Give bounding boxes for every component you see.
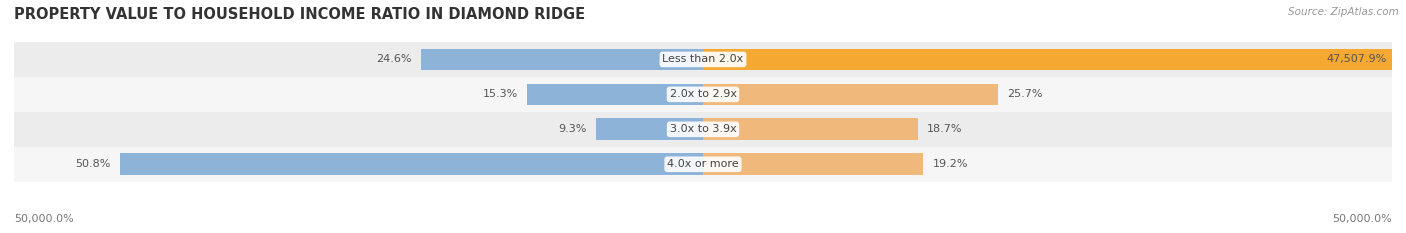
Bar bbox=[14, 112, 1392, 147]
Bar bbox=[703, 49, 1392, 70]
Bar bbox=[120, 154, 703, 175]
Text: PROPERTY VALUE TO HOUSEHOLD INCOME RATIO IN DIAMOND RIDGE: PROPERTY VALUE TO HOUSEHOLD INCOME RATIO… bbox=[14, 7, 585, 22]
Bar bbox=[14, 77, 1392, 112]
Bar bbox=[420, 49, 703, 70]
Text: 15.3%: 15.3% bbox=[482, 89, 519, 99]
Text: Less than 2.0x: Less than 2.0x bbox=[662, 55, 744, 64]
Text: 24.6%: 24.6% bbox=[375, 55, 412, 64]
Text: 18.7%: 18.7% bbox=[927, 124, 962, 134]
Text: 3.0x to 3.9x: 3.0x to 3.9x bbox=[669, 124, 737, 134]
Text: 50,000.0%: 50,000.0% bbox=[1333, 214, 1392, 224]
Bar bbox=[596, 118, 703, 140]
Text: 9.3%: 9.3% bbox=[558, 124, 588, 134]
Text: Source: ZipAtlas.com: Source: ZipAtlas.com bbox=[1288, 7, 1399, 17]
Bar bbox=[14, 42, 1392, 77]
Text: 50,000.0%: 50,000.0% bbox=[14, 214, 73, 224]
Bar bbox=[703, 154, 924, 175]
Text: 25.7%: 25.7% bbox=[1007, 89, 1043, 99]
Text: 47,507.9%: 47,507.9% bbox=[1326, 55, 1386, 64]
Bar bbox=[14, 147, 1392, 182]
Text: 4.0x or more: 4.0x or more bbox=[668, 159, 738, 169]
Text: 19.2%: 19.2% bbox=[932, 159, 969, 169]
Text: 50.8%: 50.8% bbox=[75, 159, 111, 169]
Bar bbox=[527, 84, 703, 105]
Bar bbox=[703, 84, 998, 105]
Text: 2.0x to 2.9x: 2.0x to 2.9x bbox=[669, 89, 737, 99]
Bar bbox=[703, 118, 918, 140]
